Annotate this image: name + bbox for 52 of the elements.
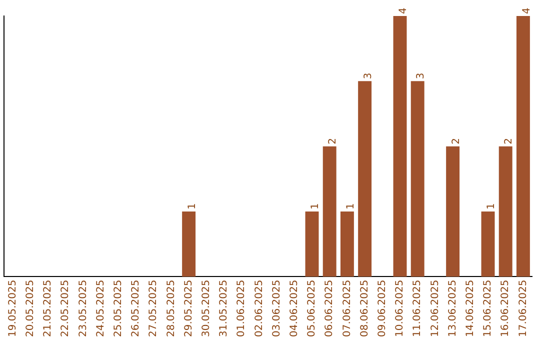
data-label: 1: [310, 203, 322, 210]
bar: [358, 81, 372, 277]
x-tick-label: 04.06.2025: [288, 280, 300, 338]
bar: [446, 146, 460, 277]
data-label: 3: [362, 72, 374, 80]
data-label: 2: [328, 138, 339, 144]
data-label: 2: [450, 138, 462, 144]
x-tick-label: 24.05.2025: [95, 280, 106, 338]
data-label: 1: [486, 203, 498, 210]
bar: [182, 212, 196, 277]
x-tick-label: 10.06.2025: [394, 280, 406, 338]
x-tick-label: 02.06.2025: [254, 280, 265, 338]
x-tick-label: 27.05.2025: [148, 280, 160, 338]
bar: [498, 146, 512, 277]
x-tick-label: 17.06.2025: [518, 280, 529, 338]
bar: [393, 16, 407, 277]
x-tick-label: 25.05.2025: [112, 280, 124, 338]
bar: [516, 16, 530, 277]
x-tick-label: 15.06.2025: [482, 280, 494, 338]
x-tick-label: 08.06.2025: [359, 280, 370, 338]
bar: [305, 212, 319, 277]
bar: [340, 212, 354, 277]
x-tick-label: 22.05.2025: [60, 280, 72, 338]
x-tick-label: 30.05.2025: [200, 280, 212, 338]
x-tick-label: 06.06.2025: [324, 280, 336, 338]
x-tick-label: 26.05.2025: [130, 280, 142, 338]
bar: [322, 146, 336, 277]
x-tick-label: 09.06.2025: [376, 280, 388, 338]
data-label: 1: [345, 203, 356, 210]
x-tick-label: 31.05.2025: [218, 280, 230, 338]
x-tick-label: 05.06.2025: [306, 280, 318, 338]
data-label: 2: [504, 138, 515, 144]
x-tick-label: 21.05.2025: [42, 280, 54, 338]
data-label: 3: [416, 72, 427, 80]
x-tick-label: 29.05.2025: [183, 280, 194, 338]
data-label: 4: [398, 8, 410, 14]
x-tick-label: 03.06.2025: [271, 280, 282, 338]
data-label: 1: [186, 203, 198, 210]
x-tick-label: 11.06.2025: [412, 280, 424, 338]
x-tick-label: 28.05.2025: [166, 280, 177, 338]
data-label: 4: [521, 8, 532, 14]
x-tick-label: 01.06.2025: [236, 280, 248, 338]
x-tick-label: 19.05.2025: [7, 280, 18, 338]
x-tick-label: 07.06.2025: [342, 280, 353, 338]
x-tick-label: 12.06.2025: [430, 280, 441, 338]
bar: [481, 212, 495, 277]
x-tick-label: 14.06.2025: [464, 280, 476, 338]
x-tick-label: 23.05.2025: [78, 280, 89, 338]
x-tick-label: 16.06.2025: [500, 280, 512, 338]
bar: [410, 81, 424, 277]
x-tick-label: 20.05.2025: [24, 280, 36, 338]
x-tick-label: 13.06.2025: [447, 280, 458, 338]
